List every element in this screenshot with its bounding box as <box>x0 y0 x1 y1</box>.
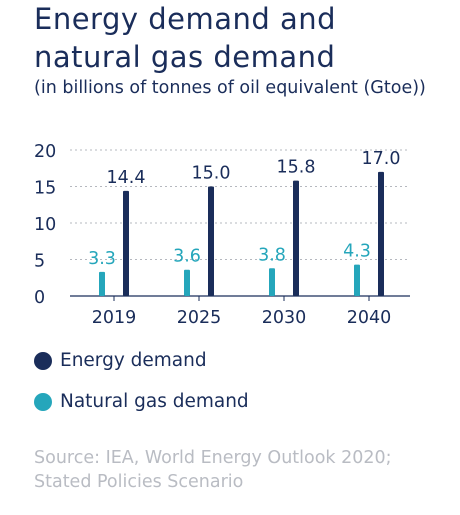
x-tick-label-2019: 2019 <box>92 308 137 328</box>
x-tick-label-2030: 2030 <box>262 308 307 328</box>
energy-bar-2040 <box>378 171 384 296</box>
y-tick-label-15: 15 <box>34 179 56 199</box>
gas-bar-2025 <box>184 269 190 296</box>
source-line-2: Stated Policies Scenario <box>34 472 244 492</box>
title-line-2: natural gas demand <box>34 40 336 74</box>
x-tick-label-2025: 2025 <box>177 308 222 328</box>
gas-bar-2030 <box>269 268 275 296</box>
gas-data-label-2025: 3.6 <box>173 247 201 267</box>
bar-chart: 0 5 10 15 20 2019 2025 2030 2040 14.4 15.0 15.8 17.0… <box>34 142 410 328</box>
energy-bar-2019 <box>123 190 129 296</box>
source-line-1: Source: IEA, World Energy Outlook 2020; <box>34 448 392 468</box>
energy-data-label-2030: 15.8 <box>277 158 316 178</box>
legend-label-energy: Energy demand <box>60 350 207 371</box>
energy-data-label-2019: 14.4 <box>107 168 146 188</box>
energy-data-label-2025: 15.0 <box>192 164 231 184</box>
title-line-1: Energy demand and <box>34 2 337 36</box>
chart-subtitle: (in billions of tonnes of oil equivalent… <box>34 78 426 98</box>
energy-bar-2025 <box>208 186 214 296</box>
gas-legend-dot <box>34 392 52 411</box>
legend-item-gas: Natural gas demand <box>34 391 249 412</box>
chart-title: Energy demand and natural gas demand <box>34 0 454 76</box>
source-note: Source: IEA, World Energy Outlook 2020; … <box>34 446 454 494</box>
gas-data-label-2030: 3.8 <box>258 245 286 265</box>
energy-bar-2030 <box>293 180 299 296</box>
legend-item-energy: Energy demand <box>34 350 207 371</box>
gas-bar-2019 <box>99 271 105 296</box>
y-tick-label-5: 5 <box>34 252 45 272</box>
gas-data-label-2040: 4.3 <box>343 242 371 262</box>
energy-legend-dot <box>34 351 52 370</box>
gas-data-label-2019: 3.3 <box>88 249 116 269</box>
x-tick-label-2040: 2040 <box>347 308 392 328</box>
gas-bar-2040 <box>354 264 360 296</box>
legend-label-gas: Natural gas demand <box>60 391 249 412</box>
y-tick-label-10: 10 <box>34 215 56 235</box>
y-tick-label-20: 20 <box>34 142 56 162</box>
energy-data-label-2040: 17.0 <box>362 149 401 169</box>
y-tick-label-0: 0 <box>34 288 45 308</box>
